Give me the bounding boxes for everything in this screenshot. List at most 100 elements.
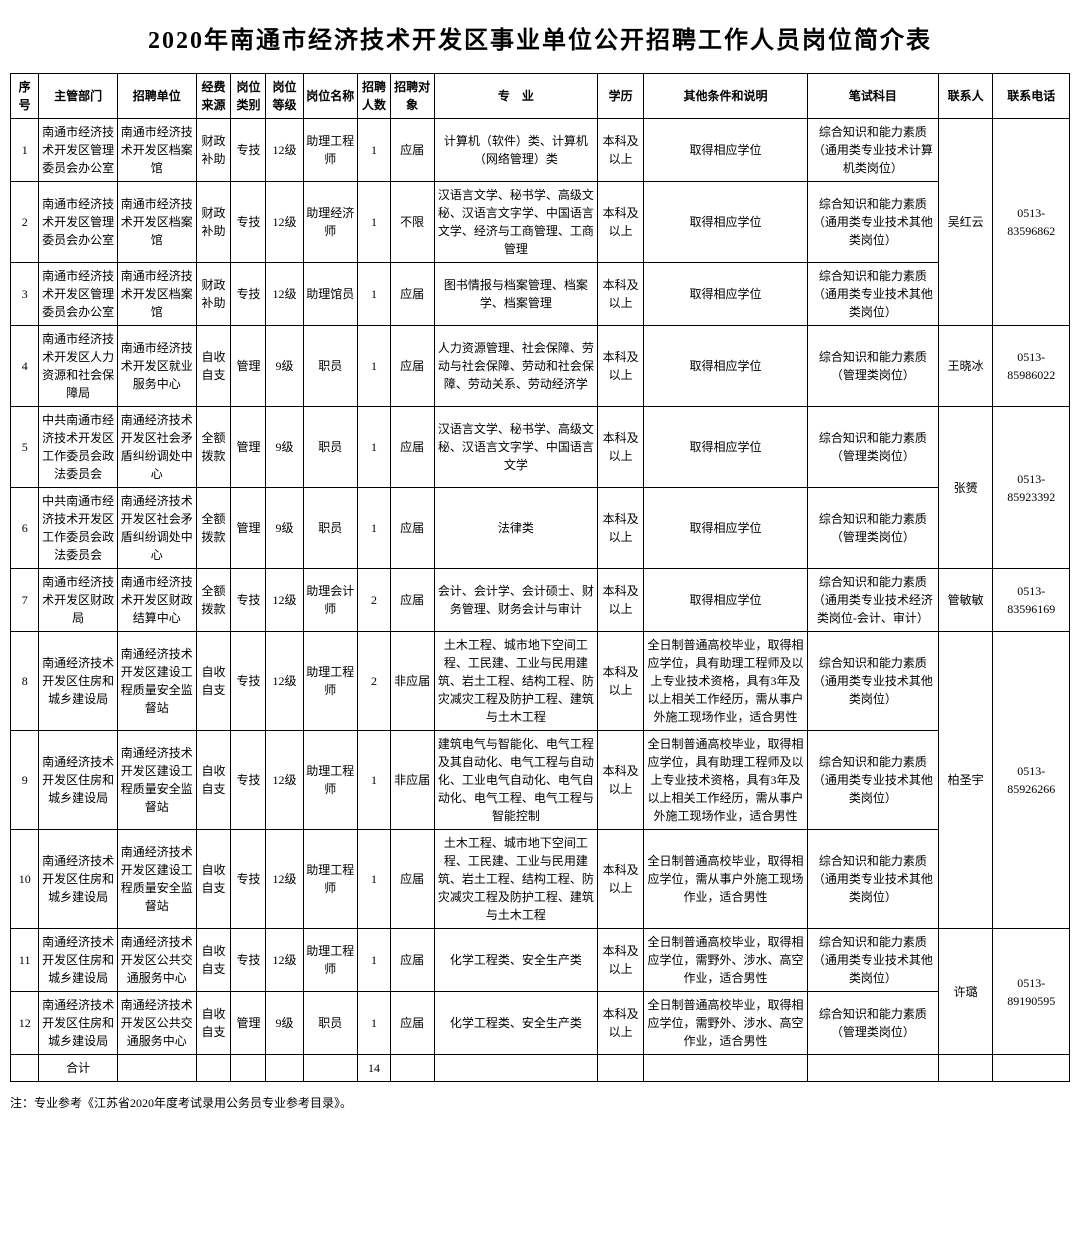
cell-major: 图书情报与档案管理、档案学、档案管理 (434, 263, 598, 326)
cell-fund: 财政补助 (196, 182, 231, 263)
cell-dept: 南通经济技术开发区住房和城乡建设局 (39, 830, 118, 929)
cell-unit: 南通经济技术开发区建设工程质量安全监督站 (117, 830, 196, 929)
th-contact: 联系人 (938, 74, 993, 119)
cell-major: 化学工程类、安全生产类 (434, 992, 598, 1055)
cell-target: 应届 (390, 326, 434, 407)
cell-seq: 4 (11, 326, 39, 407)
table-row: 1南通市经济技术开发区管理委员会办公室南通市经济技术开发区档案馆财政补助专技12… (11, 119, 1070, 182)
cell-major: 建筑电气与智能化、电气工程及其自动化、电气工程与自动化、工业电气自动化、电气自动… (434, 731, 598, 830)
th-dept: 主管部门 (39, 74, 118, 119)
cell-edu: 本科及以上 (598, 407, 644, 488)
cell-edu: 本科及以上 (598, 569, 644, 632)
cell-other: 全日制普通高校毕业，取得相应学位，具有助理工程师及以上专业技术资格，具有3年及以… (644, 731, 808, 830)
cell-num: 1 (358, 830, 391, 929)
cell-unit (117, 1055, 196, 1082)
th-phone: 联系电话 (993, 74, 1070, 119)
table-body: 1南通市经济技术开发区管理委员会办公室南通市经济技术开发区档案馆财政补助专技12… (11, 119, 1070, 1082)
cell-num: 1 (358, 182, 391, 263)
cell-edu: 本科及以上 (598, 632, 644, 731)
cell-pos: 助理工程师 (303, 731, 358, 830)
cell-num: 2 (358, 569, 391, 632)
cell-contact: 管敏敏 (938, 569, 993, 632)
table-row: 11南通经济技术开发区住房和城乡建设局南通经济技术开发区公共交通服务中心自收自支… (11, 929, 1070, 992)
cell-target: 应届 (390, 929, 434, 992)
table-row: 8南通经济技术开发区住房和城乡建设局南通经济技术开发区建设工程质量安全监督站自收… (11, 632, 1070, 731)
cell-pos: 助理工程师 (303, 830, 358, 929)
job-table: 序号 主管部门 招聘单位 经费来源 岗位类别 岗位等级 岗位名称 招聘人数 招聘… (10, 73, 1070, 1082)
cell-exam: 综合知识和能力素质（管理类岗位） (807, 326, 938, 407)
cell-major: 人力资源管理、社会保障、劳动与社会保障、劳动和社会保障、劳动关系、劳动经济学 (434, 326, 598, 407)
cell-phone (993, 1055, 1070, 1082)
cell-num: 1 (358, 731, 391, 830)
footnote: 注：专业参考《江苏省2020年度考试录用公务员专业参考目录》。 (10, 1082, 1070, 1111)
th-seq: 序号 (11, 74, 39, 119)
cell-fund: 自收自支 (196, 992, 231, 1055)
cell-pos: 职员 (303, 407, 358, 488)
cell-exam: 综合知识和能力素质（通用类专业技术其他类岗位） (807, 182, 938, 263)
cell-num: 1 (358, 488, 391, 569)
cell-phone: 0513-85986022 (993, 326, 1070, 407)
cell-contact: 吴红云 (938, 119, 993, 326)
cell-contact (938, 1055, 993, 1082)
cell-target: 应届 (390, 992, 434, 1055)
cell-edu: 本科及以上 (598, 992, 644, 1055)
cell-seq: 9 (11, 731, 39, 830)
table-row: 9南通经济技术开发区住房和城乡建设局南通经济技术开发区建设工程质量安全监督站自收… (11, 731, 1070, 830)
table-row: 2南通市经济技术开发区管理委员会办公室南通市经济技术开发区档案馆财政补助专技12… (11, 182, 1070, 263)
cell-major: 汉语言文学、秘书学、高级文秘、汉语言文字学、中国语言文学 (434, 407, 598, 488)
cell-target: 应届 (390, 488, 434, 569)
th-exam: 笔试科目 (807, 74, 938, 119)
cell-dept: 南通经济技术开发区住房和城乡建设局 (39, 992, 118, 1055)
cell-phone: 0513-83596862 (993, 119, 1070, 326)
th-other: 其他条件和说明 (644, 74, 808, 119)
cell-exam: 综合知识和能力素质（管理类岗位） (807, 488, 938, 569)
cell-edu: 本科及以上 (598, 119, 644, 182)
cell-total-label: 合计 (39, 1055, 118, 1082)
cell-dept: 南通经济技术开发区住房和城乡建设局 (39, 632, 118, 731)
cell-phone: 0513-89190595 (993, 929, 1070, 1055)
cell-target: 应届 (390, 569, 434, 632)
cell-other: 取得相应学位 (644, 326, 808, 407)
cell-phone: 0513-85926266 (993, 632, 1070, 929)
cell-exam (807, 1055, 938, 1082)
total-row: 合计14 (11, 1055, 1070, 1082)
cell-cat: 专技 (231, 569, 266, 632)
th-target: 招聘对象 (390, 74, 434, 119)
table-row: 10南通经济技术开发区住房和城乡建设局南通经济技术开发区建设工程质量安全监督站自… (11, 830, 1070, 929)
th-fund: 经费来源 (196, 74, 231, 119)
table-header: 序号 主管部门 招聘单位 经费来源 岗位类别 岗位等级 岗位名称 招聘人数 招聘… (11, 74, 1070, 119)
cell-edu: 本科及以上 (598, 488, 644, 569)
cell-pos: 助理会计师 (303, 569, 358, 632)
cell-edu: 本科及以上 (598, 929, 644, 992)
cell-edu: 本科及以上 (598, 731, 644, 830)
cell-major: 化学工程类、安全生产类 (434, 929, 598, 992)
cell-fund: 财政补助 (196, 263, 231, 326)
cell-exam: 综合知识和能力素质（通用类专业技术其他类岗位） (807, 263, 938, 326)
cell-other: 全日制普通高校毕业，取得相应学位，需从事户外施工现场作业，适合男性 (644, 830, 808, 929)
cell-unit: 南通经济技术开发区公共交通服务中心 (117, 929, 196, 992)
cell-fund: 财政补助 (196, 119, 231, 182)
cell-seq: 7 (11, 569, 39, 632)
cell-seq: 10 (11, 830, 39, 929)
cell-dept: 中共南通市经济技术开发区工作委员会政法委员会 (39, 407, 118, 488)
cell-fund: 全额拨款 (196, 569, 231, 632)
cell-unit: 南通经济技术开发区社会矛盾纠纷调处中心 (117, 407, 196, 488)
cell-dept: 南通市经济技术开发区管理委员会办公室 (39, 263, 118, 326)
cell-pos: 助理经济师 (303, 182, 358, 263)
cell-other: 取得相应学位 (644, 119, 808, 182)
cell-unit: 南通经济技术开发区建设工程质量安全监督站 (117, 731, 196, 830)
cell-dept: 南通经济技术开发区住房和城乡建设局 (39, 731, 118, 830)
cell-target: 应届 (390, 119, 434, 182)
cell-fund: 全额拨款 (196, 407, 231, 488)
table-row: 7南通市经济技术开发区财政局南通市经济技术开发区财政结算中心全额拨款专技12级助… (11, 569, 1070, 632)
cell-cat: 专技 (231, 119, 266, 182)
cell-cat: 专技 (231, 830, 266, 929)
cell-cat: 专技 (231, 182, 266, 263)
cell-pos: 助理馆员 (303, 263, 358, 326)
cell-unit: 南通市经济技术开发区档案馆 (117, 182, 196, 263)
cell-exam: 综合知识和能力素质（管理类岗位） (807, 407, 938, 488)
cell-target (390, 1055, 434, 1082)
cell-unit: 南通市经济技术开发区财政结算中心 (117, 569, 196, 632)
cell-cat: 管理 (231, 326, 266, 407)
cell-contact: 张赟 (938, 407, 993, 569)
